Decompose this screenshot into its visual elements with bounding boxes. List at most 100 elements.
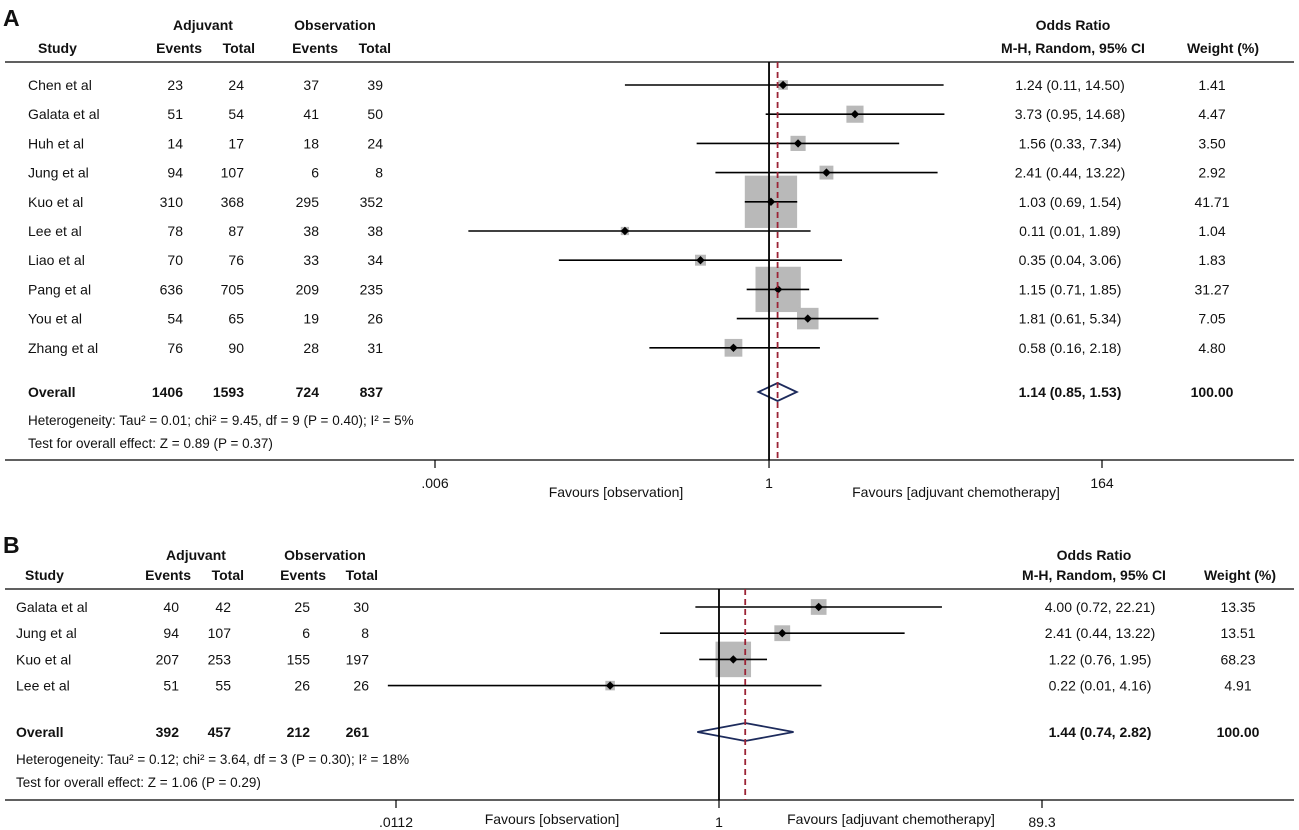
- panel-b-overall-total-1: 457: [208, 724, 232, 740]
- panel-a-study-row: You et al 54 65 19 26 1.81 (0.61, 5.34) 7.05: [28, 307, 1226, 330]
- panel-a-point-estimate: [696, 256, 705, 265]
- panel-a-observation-events: 37: [303, 77, 319, 93]
- panel-a-observation-total: 38: [367, 223, 383, 239]
- panel-b-overall-ci: 1.44 (0.74, 2.82): [1049, 724, 1152, 740]
- panel-a-point-estimate: [803, 314, 812, 323]
- panel-a-observation-events: 6: [311, 165, 319, 181]
- panel-a-adjuvant-events: 70: [167, 252, 183, 268]
- panel-a-observation-events: 38: [303, 223, 319, 239]
- panel-a-observation-total: 26: [367, 311, 383, 327]
- panel-a-point-estimate: [620, 226, 630, 236]
- panel-a-favours-left: Favours [observation]: [549, 484, 684, 500]
- panel-a-tick-label-low: .006: [421, 475, 448, 491]
- panel-a-overall-row: Overall 1406 1593 724 837 1.14 (0.85, 1.…: [28, 382, 1234, 402]
- panel-a-odds-ratio-ci: 1.81 (0.61, 5.34): [1019, 311, 1122, 327]
- panel-b-observation-total: 30: [353, 599, 369, 615]
- panel-b-adjuvant-events: 207: [156, 651, 180, 667]
- panel-a-point-estimate: [793, 139, 803, 148]
- panel-a-study-name: Galata et al: [28, 106, 100, 122]
- panel-b-study-rows: Galata et al 40 42 25 30 4.00 (0.72, 22.21) 13…: [16, 599, 1256, 694]
- panel-b-overall-test: Test for overall effect: Z = 1.06 (P = 0…: [16, 775, 261, 790]
- panel-a-observation-total: 352: [360, 194, 384, 210]
- panel-b-overall-events-2: 212: [287, 724, 311, 740]
- panel-a-study-name: Liao et al: [28, 252, 85, 268]
- panel-a-weight-value: 1.04: [1198, 223, 1225, 239]
- panel-a-observation-total: 8: [375, 165, 383, 181]
- panel-a-adjuvant-total: 54: [228, 106, 244, 122]
- panel-a-adjuvant-events: 14: [167, 135, 183, 151]
- panel-b-study-row: Kuo et al 207 253 155 197 1.22 (0.76, 1.95) 68…: [16, 641, 1256, 678]
- panel-a-study-name: Lee et al: [28, 223, 82, 239]
- panel-a-observation-events: 19: [303, 311, 319, 327]
- panel-a-header-method: M-H, Random, 95% CI: [1001, 40, 1145, 56]
- panel-b-observation-events: 155: [287, 651, 311, 667]
- panel-a-weight-value: 1.83: [1198, 252, 1225, 268]
- panel-a-adjuvant-total: 76: [228, 252, 244, 268]
- panel-a-observation-events: 295: [296, 194, 320, 210]
- panel-a-adjuvant-events: 636: [160, 281, 184, 297]
- panel-a-favours-right: Favours [adjuvant chemotherapy]: [852, 484, 1060, 500]
- panel-b-adjuvant-total: 107: [208, 625, 232, 641]
- panel-b-weight-value: 13.35: [1220, 599, 1255, 615]
- panel-a-observation-total: 34: [367, 252, 383, 268]
- panel-a-adjuvant-total: 705: [221, 281, 245, 297]
- panel-b-point-estimate: [778, 629, 787, 638]
- panel-b-label: B: [3, 532, 20, 558]
- panel-a-adjuvant-total: 90: [228, 340, 244, 356]
- panel-a-study-row: Pang et al 636 705 209 235 1.15 (0.71, 1.85) 3…: [28, 266, 1230, 313]
- panel-b-weight-value: 13.51: [1220, 625, 1255, 641]
- panel-a-observation-total: 31: [367, 340, 383, 356]
- panel-a-odds-ratio-ci: 1.56 (0.33, 7.34): [1019, 135, 1122, 151]
- panel-a-point-estimate: [850, 110, 860, 119]
- panel-a-study-name: Huh et al: [28, 135, 84, 151]
- panel-b-point-estimate: [814, 602, 823, 612]
- panel-a-observation-events: 18: [303, 135, 319, 151]
- panel-a-adjuvant-events: 23: [167, 77, 183, 93]
- panel-a: A Adjuvant Observation Odds Ratio Study …: [3, 5, 1294, 500]
- panel-a-weight-value: 1.41: [1198, 77, 1225, 93]
- panel-a-study-row: Huh et al 14 17 18 24 1.56 (0.33, 7.34) 3.50: [28, 135, 1226, 151]
- panel-a-weight-value: 3.50: [1198, 135, 1225, 151]
- panel-a-study-rows: Chen et al 23 24 37 39 1.24 (0.11, 14.50) 1.41…: [28, 77, 1230, 357]
- panel-a-odds-ratio-ci: 2.41 (0.44, 13.22): [1015, 165, 1126, 181]
- panel-a-tick-label-null: 1: [765, 475, 773, 491]
- panel-a-adjuvant-events: 54: [167, 311, 183, 327]
- panel-a-overall-total-1: 1593: [213, 384, 244, 400]
- panel-b-tick-label-null: 1: [715, 814, 723, 830]
- panel-a-adjuvant-events: 51: [167, 106, 183, 122]
- panel-b-study-name: Galata et al: [16, 599, 88, 615]
- panel-a-adjuvant-events: 78: [167, 223, 183, 239]
- panel-b-observation-events: 6: [302, 625, 310, 641]
- panel-a-weight-value: 4.47: [1198, 106, 1225, 122]
- panel-a-study-name: Kuo et al: [28, 194, 83, 210]
- panel-a-label: A: [3, 5, 20, 31]
- panel-a-header-events-2: Events: [292, 40, 338, 56]
- panel-a-weight-value: 4.80: [1198, 340, 1225, 356]
- panel-a-observation-total: 50: [367, 106, 383, 122]
- panel-a-header-adjuvant: Adjuvant: [173, 17, 233, 33]
- panel-a-odds-ratio-ci: 3.73 (0.95, 14.68): [1015, 106, 1126, 122]
- panel-a-study-row: Lee et al 78 87 38 38 0.11 (0.01, 1.89) 1.04: [28, 223, 1226, 239]
- panel-a-odds-ratio-ci: 1.03 (0.69, 1.54): [1019, 194, 1122, 210]
- panel-b-overall-row: Overall 392 457 212 261 1.44 (0.74, 2.82…: [16, 722, 1260, 742]
- panel-a-weight-value: 2.92: [1198, 165, 1225, 181]
- panel-b-header-method: M-H, Random, 95% CI: [1022, 567, 1166, 583]
- panel-b-observation-events: 25: [294, 599, 310, 615]
- panel-a-adjuvant-total: 368: [221, 194, 245, 210]
- panel-a-observation-total: 235: [360, 281, 384, 297]
- panel-b-observation-total: 197: [346, 651, 370, 667]
- panel-a-study-name: Pang et al: [28, 281, 91, 297]
- panel-a-odds-ratio-ci: 0.11 (0.01, 1.89): [1019, 223, 1121, 239]
- panel-a-adjuvant-total: 87: [228, 223, 244, 239]
- panel-a-study-row: Jung et al 94 107 6 8 2.41 (0.44, 13.22) 2.92: [28, 165, 1226, 181]
- panel-b-study-row: Lee et al 51 55 26 26 0.22 (0.01, 4.16) 4.91: [16, 678, 1252, 694]
- panel-b-adjuvant-events: 94: [163, 625, 179, 641]
- panel-a-header-total-2: Total: [359, 40, 391, 56]
- panel-b-observation-total: 8: [361, 625, 369, 641]
- panel-a-odds-ratio-ci: 1.24 (0.11, 14.50): [1015, 77, 1124, 93]
- panel-b-header-events-1: Events: [145, 567, 191, 583]
- panel-b-header-observation: Observation: [284, 547, 366, 563]
- panel-b-observation-events: 26: [294, 678, 310, 694]
- panel-b-odds-ratio-ci: 1.22 (0.76, 1.95): [1049, 651, 1152, 667]
